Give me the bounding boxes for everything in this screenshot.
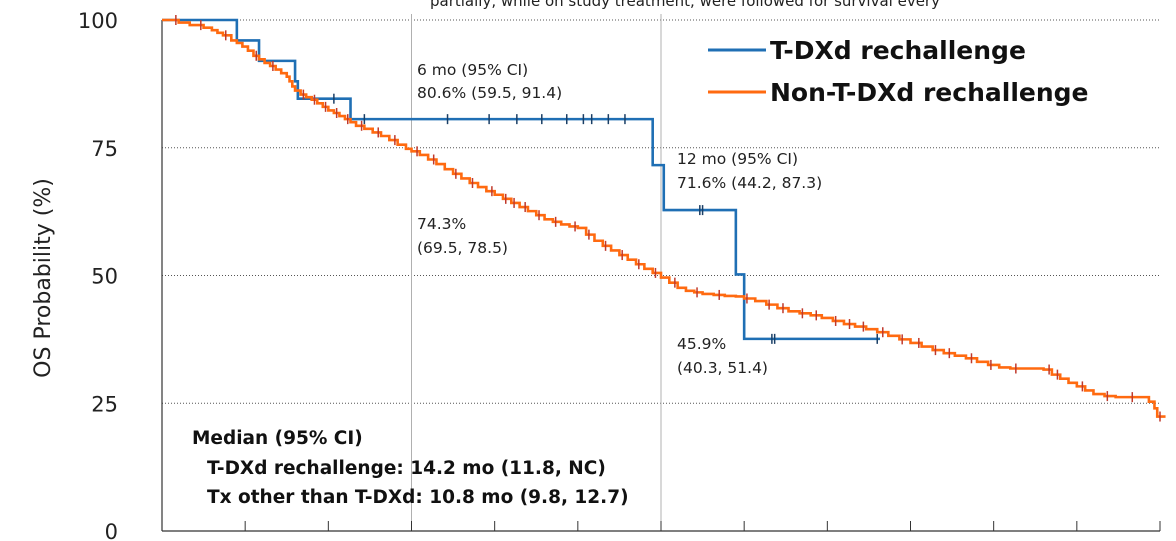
median-box: Median (95% CI) T-DXd rechallenge: 14.2 … <box>192 428 629 508</box>
legend-label-tdxd: T-DXd rechallenge <box>770 36 1026 65</box>
y-tick-label-75: 75 <box>91 137 118 161</box>
annotation-a12mo_l2: 71.6% (44.2, 87.3) <box>677 174 822 192</box>
y-tick-labels: 0 25 50 75 100 <box>78 9 118 541</box>
series-1 <box>162 15 1166 422</box>
y-tick-label-25: 25 <box>91 392 118 416</box>
legend: T-DXd rechallenge Non-T-DXd rechallenge <box>708 36 1089 107</box>
median-title: Median (95% CI) <box>192 428 363 449</box>
y-tick-label-100: 100 <box>78 9 118 33</box>
series-line-0 <box>162 18 881 341</box>
median-line-other: Tx other than T-DXd: 10.8 mo (9.8, 12.7) <box>207 487 629 508</box>
series-0 <box>162 18 881 344</box>
annotation-a6mo_l2: 80.6% (59.5, 91.4) <box>417 84 562 102</box>
annotation-a459_l1: 45.9% <box>677 335 726 353</box>
annotation-a12mo_l1: 12 mo (95% CI) <box>677 150 798 168</box>
annotation-a743_l1: 74.3% <box>417 215 466 233</box>
header-partial-text: partially, while on study treatment, wer… <box>430 0 940 10</box>
y-tick-label-0: 0 <box>105 520 118 541</box>
series-line-1 <box>162 18 1166 418</box>
legend-label-non-tdxd: Non-T-DXd rechallenge <box>770 78 1089 107</box>
y-tick-label-50: 50 <box>91 265 118 289</box>
median-line-tdxd: T-DXd rechallenge: 14.2 mo (11.8, NC) <box>207 458 606 479</box>
annotations: 6 mo (95% CI) 80.6% (59.5, 91.4) 12 mo (95… <box>417 61 822 377</box>
series-group <box>162 15 1166 422</box>
annotation-a6mo_l1: 6 mo (95% CI) <box>417 61 528 79</box>
axes <box>161 20 1161 532</box>
annotation-a743_l2: (69.5, 78.5) <box>417 239 508 257</box>
annotation-a459_l2: (40.3, 51.4) <box>677 359 768 377</box>
y-axis-label: OS Probability (%) <box>31 178 56 378</box>
